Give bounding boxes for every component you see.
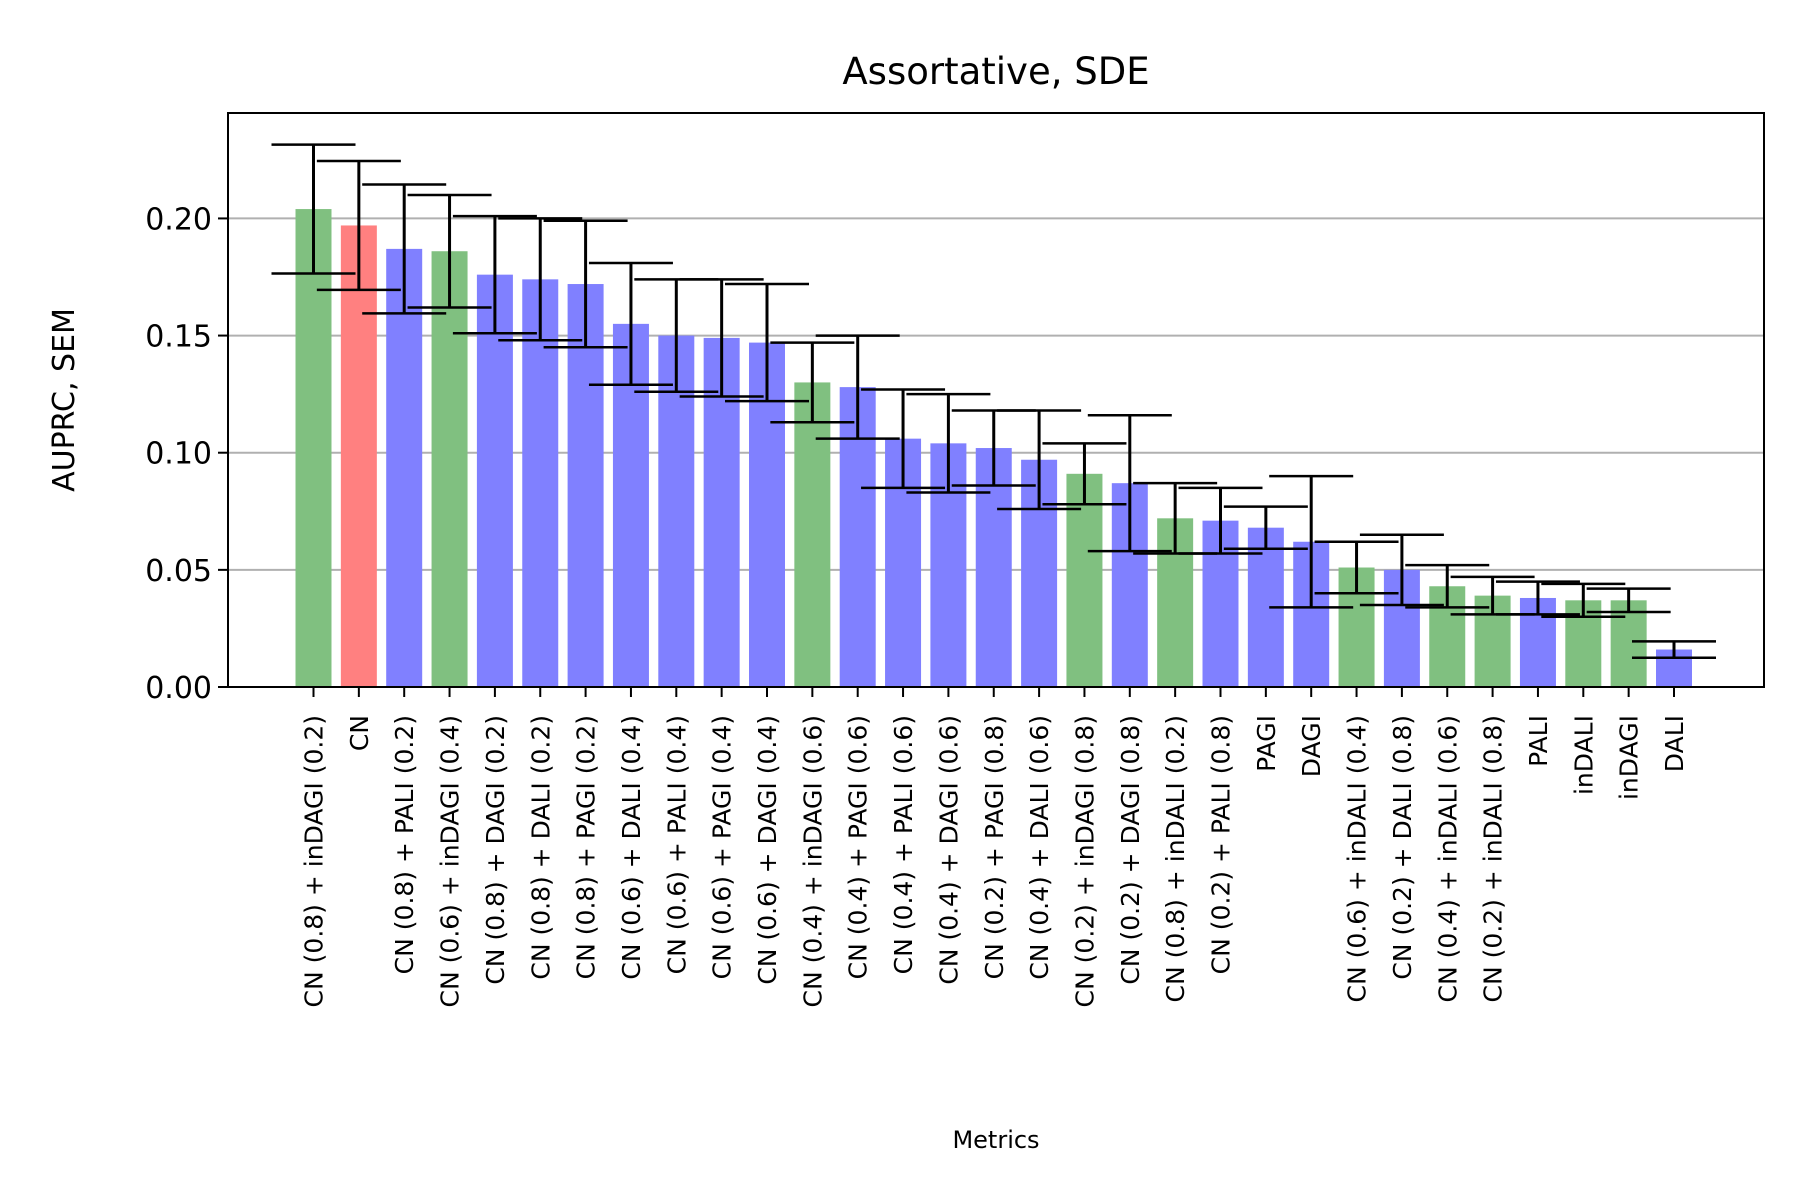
bar bbox=[386, 248, 423, 687]
error-bar bbox=[316, 159, 401, 292]
error-bar bbox=[1269, 474, 1354, 609]
plot-frame bbox=[227, 112, 1765, 688]
error-bar bbox=[815, 334, 900, 440]
error-bar bbox=[679, 278, 764, 398]
x-tick-label: CN (0.4) + PAGI (0.6) bbox=[844, 715, 873, 979]
x-axis-label: Metrics bbox=[952, 1126, 1039, 1154]
x-tick-label: CN (0.6) + PALI (0.4) bbox=[662, 715, 691, 974]
error-bar bbox=[770, 341, 855, 424]
x-tick-label: CN (0.4) + inDALI (0.6) bbox=[1433, 715, 1462, 1002]
bar bbox=[295, 209, 332, 688]
bar bbox=[658, 335, 695, 687]
bar bbox=[567, 284, 604, 687]
x-tick-label: CN (0.8) + DALI (0.2) bbox=[526, 715, 555, 980]
error-bar bbox=[1586, 587, 1671, 614]
y-tick-label: 0.10 bbox=[145, 437, 212, 472]
x-tick-label: CN (0.8) + inDALI (0.2) bbox=[1161, 715, 1190, 1002]
y-tick-label: 0.15 bbox=[145, 320, 212, 355]
x-tick-label: DAGI bbox=[1297, 715, 1326, 777]
x-tick-label: CN (0.2) + PAGI (0.8) bbox=[980, 715, 1009, 979]
error-bar bbox=[498, 217, 583, 342]
x-tick-label: CN (0.6) + PAGI (0.4) bbox=[708, 715, 737, 979]
error-bar bbox=[1359, 533, 1444, 607]
x-tick-label: CN (0.6) + inDALI (0.4) bbox=[1343, 715, 1372, 1002]
y-tick-label: 0.05 bbox=[145, 554, 212, 589]
x-tick-label: CN bbox=[345, 715, 374, 751]
y-axis-label: AUPRC, SEM bbox=[47, 308, 82, 492]
bar bbox=[975, 448, 1012, 687]
bar bbox=[340, 225, 377, 687]
x-tick-label: CN (0.4) + DALI (0.6) bbox=[1025, 715, 1054, 980]
x-tick-label: inDALI bbox=[1569, 715, 1598, 795]
error-bar bbox=[452, 214, 537, 335]
error-bar bbox=[1405, 563, 1490, 609]
error-bar bbox=[997, 409, 1082, 511]
x-tick-label: CN (0.8) + DAGI (0.2) bbox=[481, 715, 510, 985]
error-bar bbox=[861, 388, 946, 490]
error-bar bbox=[543, 219, 628, 349]
error-bar bbox=[362, 183, 447, 315]
x-tick-label: CN (0.6) + inDAGI (0.4) bbox=[436, 715, 465, 1007]
x-tick-label: CN (0.8) + inDAGI (0.2) bbox=[300, 715, 329, 1007]
error-bar bbox=[1314, 540, 1399, 595]
error-bar bbox=[1632, 640, 1716, 659]
x-tick-label: PAGI bbox=[1252, 715, 1281, 772]
x-tick-label: CN (0.2) + PALI (0.8) bbox=[1207, 715, 1236, 974]
error-bar bbox=[1495, 580, 1580, 616]
bar bbox=[794, 382, 831, 687]
x-tick-label: CN (0.8) + PALI (0.2) bbox=[390, 715, 419, 974]
error-bar bbox=[1178, 486, 1263, 555]
error-bar bbox=[1087, 413, 1172, 553]
error-bar bbox=[1042, 442, 1127, 506]
error-bars bbox=[271, 143, 1716, 659]
error-bar bbox=[271, 143, 356, 275]
x-tick-label: CN (0.2) + DAGI (0.8) bbox=[1116, 715, 1145, 985]
error-bar bbox=[725, 282, 809, 403]
x-tick-label: PALI bbox=[1524, 715, 1553, 767]
error-bar bbox=[1223, 505, 1308, 551]
x-tick-label: CN (0.2) + inDALI (0.8) bbox=[1479, 715, 1508, 1002]
bar bbox=[476, 274, 513, 687]
x-tick-label: CN (0.2) + DALI (0.8) bbox=[1388, 715, 1417, 980]
y-tick-label: 0.20 bbox=[145, 202, 212, 237]
error-bar bbox=[906, 392, 991, 494]
x-tick-label: CN (0.4) + DAGI (0.6) bbox=[934, 715, 963, 985]
x-tick-label: CN (0.6) + DALI (0.4) bbox=[617, 715, 646, 980]
y-tick-label: 0.00 bbox=[145, 671, 212, 706]
bar bbox=[1066, 473, 1103, 687]
error-bar bbox=[407, 193, 492, 309]
bar bbox=[431, 251, 468, 687]
x-tick-label: CN (0.4) + PALI (0.6) bbox=[889, 715, 918, 974]
error-bar bbox=[1541, 582, 1626, 618]
error-bar bbox=[588, 261, 673, 387]
x-ticks: CN (0.8) + inDAGI (0.2) CN CN (0.8) + PALI… bbox=[300, 687, 1689, 1007]
y-ticks: 0.00 0.05 0.10 0.15 0.20 bbox=[145, 202, 228, 706]
x-tick-label: CN (0.2) + inDAGI (0.8) bbox=[1070, 715, 1099, 1007]
x-tick-label: DALI bbox=[1660, 715, 1689, 772]
x-tick-label: CN (0.4) + inDAGI (0.6) bbox=[798, 715, 827, 1007]
x-tick-label: CN (0.8) + PAGI (0.2) bbox=[572, 715, 601, 979]
x-tick-label: CN (0.6) + DAGI (0.4) bbox=[753, 715, 782, 985]
bar bbox=[1610, 600, 1647, 687]
chart-title: Assortative, SDE bbox=[842, 50, 1149, 93]
x-tick-label: inDAGI bbox=[1615, 715, 1644, 800]
